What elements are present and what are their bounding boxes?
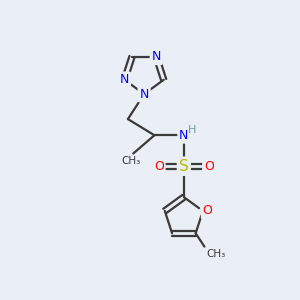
Text: N: N bbox=[152, 50, 161, 63]
Text: O: O bbox=[204, 160, 214, 173]
Text: N: N bbox=[140, 88, 149, 100]
Text: CH₃: CH₃ bbox=[206, 249, 225, 259]
Text: O: O bbox=[203, 204, 213, 218]
Text: H: H bbox=[188, 125, 196, 135]
Text: N: N bbox=[179, 129, 188, 142]
Text: CH₃: CH₃ bbox=[121, 157, 140, 166]
Text: O: O bbox=[154, 160, 164, 173]
Text: S: S bbox=[179, 159, 189, 174]
Text: N: N bbox=[120, 73, 129, 86]
